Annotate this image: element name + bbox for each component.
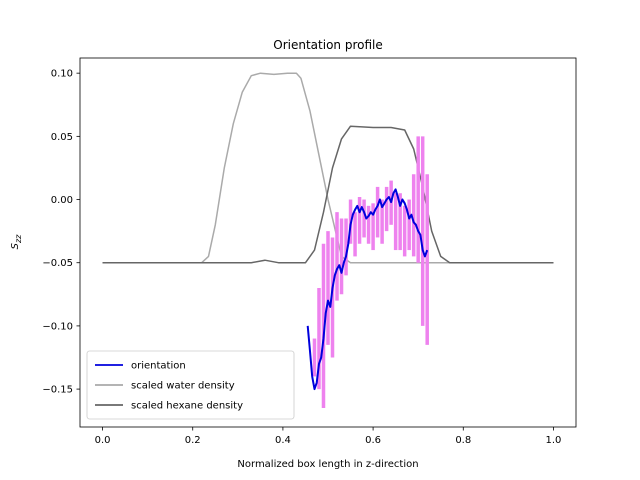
y-tick-label: −0.05: [42, 258, 73, 269]
x-tick-label: 0.2: [185, 435, 201, 446]
y-tick-label: 0.10: [51, 69, 73, 80]
x-tick-label: 0.4: [275, 435, 291, 446]
x-tick-label: 0.0: [95, 435, 111, 446]
legend-label-orientation: orientation: [131, 361, 186, 372]
legend: orientation scaled water density scaled he…: [86, 350, 295, 420]
y-tick-label: −0.15: [42, 385, 73, 396]
chart-title: Orientation profile: [273, 38, 382, 52]
orientation-line: [306, 188, 429, 391]
x-tick-label: 0.6: [365, 435, 381, 446]
y-axis-label: Szz: [10, 234, 23, 250]
y-tick-label: −0.10: [42, 321, 73, 332]
axes-frame: [79, 57, 577, 428]
y-axis-label-base: S: [10, 242, 21, 249]
scaled-hexane-density-line: [102, 125, 554, 264]
plot-area: [102, 72, 554, 409]
y-tick-label: 0.05: [51, 132, 73, 143]
y-tick-label: 0.00: [51, 195, 73, 206]
axis-ticks: 0.0 0.2 0.4 0.6 0.8 1.0 −0.15 −0.10 −0.05 0.00 0.0…: [42, 69, 561, 446]
x-tick-label: 1.0: [546, 435, 562, 446]
legend-box: [86, 350, 295, 420]
x-axis-label: Normalized box length in z-direction: [237, 459, 418, 470]
legend-label-scaled-water-density: scaled water density: [131, 381, 235, 392]
y-axis-label-subscript: zz: [14, 234, 23, 244]
x-tick-label: 0.8: [455, 435, 471, 446]
legend-label-scaled-hexane-density: scaled hexane density: [131, 401, 243, 412]
